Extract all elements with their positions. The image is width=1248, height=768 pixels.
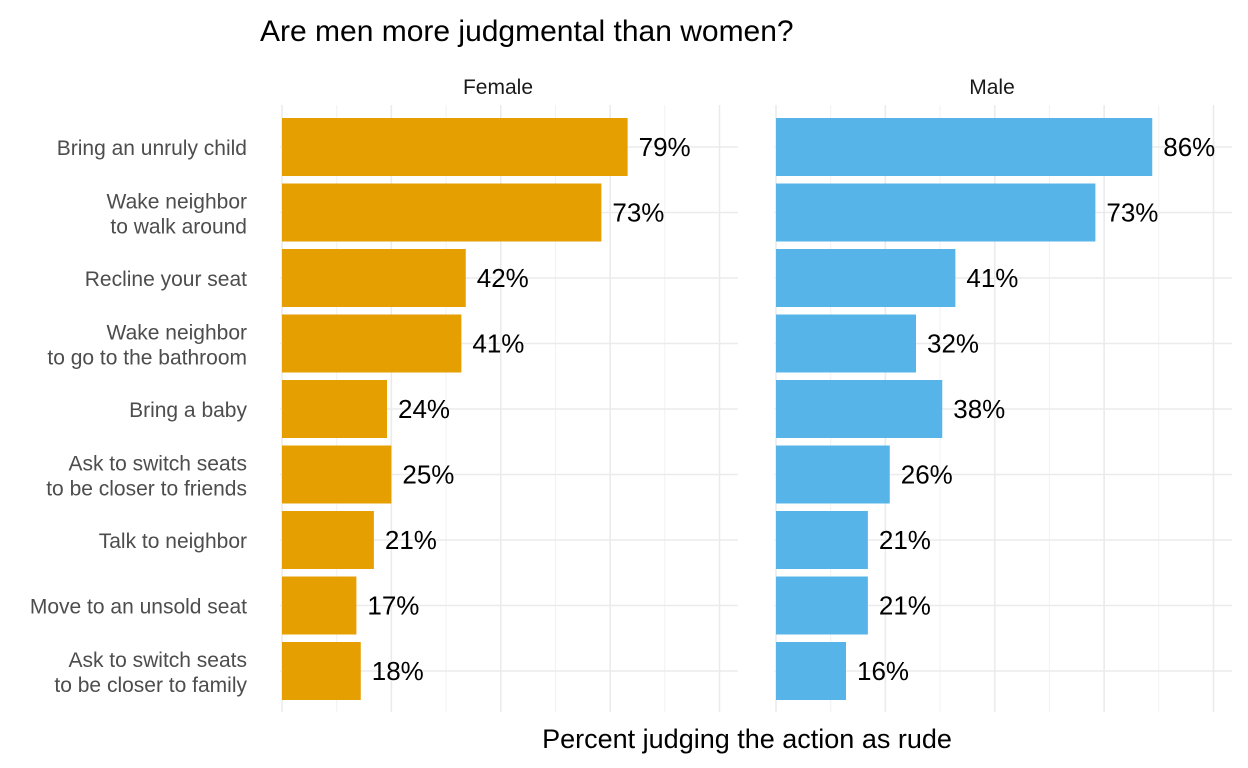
category-label: Wake neighbor to go to the bathroom xyxy=(47,322,247,370)
data-label: 32% xyxy=(927,329,979,359)
data-label: 73% xyxy=(1106,198,1158,228)
x-axis-label: Percent judging the action as rude xyxy=(542,724,952,754)
bar xyxy=(282,642,361,700)
bar xyxy=(776,511,868,569)
category-label-line: Ask to switch seats xyxy=(68,649,247,672)
data-label: 73% xyxy=(612,198,664,228)
data-label: 21% xyxy=(879,591,931,621)
data-label: 25% xyxy=(402,460,454,490)
category-label: Wake neighbor to walk around xyxy=(107,191,247,239)
bar xyxy=(776,576,868,635)
category-label: Talk to neighbor xyxy=(99,530,247,553)
bar xyxy=(282,118,628,176)
bar xyxy=(282,183,602,242)
data-label: 41% xyxy=(472,329,524,359)
facet-label: Female xyxy=(463,76,533,99)
data-label: 17% xyxy=(367,591,419,621)
category-label: Recline your seat xyxy=(85,268,247,291)
bar xyxy=(776,380,943,438)
category-label: Ask to switch seats to be closer to famil… xyxy=(54,649,247,697)
category-label: Bring a baby xyxy=(129,399,247,422)
facet-label: Male xyxy=(969,76,1015,99)
bar xyxy=(776,642,846,700)
bar xyxy=(282,511,374,569)
category-label-line: to be closer to family xyxy=(54,674,247,697)
category-label-line: to walk around xyxy=(110,216,247,239)
category-label-line: to be closer to friends xyxy=(46,478,247,501)
category-label-line: Ask to switch seats xyxy=(68,453,247,476)
bar xyxy=(282,445,392,504)
category-label: Ask to switch seats to be closer to frien… xyxy=(46,453,247,501)
data-label: 38% xyxy=(953,394,1005,424)
bar xyxy=(776,314,916,373)
bar xyxy=(282,314,462,373)
category-label-line: Wake neighbor xyxy=(107,322,247,345)
bar xyxy=(282,380,387,438)
bar xyxy=(776,118,1153,176)
data-label: 79% xyxy=(639,132,691,162)
data-label: 26% xyxy=(901,460,953,490)
data-label: 41% xyxy=(966,263,1018,293)
category-label: Move to an unsold seat xyxy=(30,596,247,619)
data-label: 42% xyxy=(477,263,529,293)
data-label: 24% xyxy=(398,394,450,424)
bar xyxy=(776,183,1096,242)
data-label: 21% xyxy=(879,525,931,555)
data-label: 86% xyxy=(1163,132,1215,162)
data-label: 16% xyxy=(857,656,909,686)
bar xyxy=(282,576,357,635)
data-label: 18% xyxy=(372,656,424,686)
bar xyxy=(776,445,890,504)
bar xyxy=(776,249,956,307)
category-label-line: to go to the bathroom xyxy=(47,347,247,370)
category-label-line: Wake neighbor xyxy=(107,191,247,214)
bar xyxy=(282,249,466,307)
category-label: Bring an unruly child xyxy=(57,137,247,160)
chart-title: Are men more judgmental than women? xyxy=(260,15,794,48)
data-label: 21% xyxy=(385,525,437,555)
